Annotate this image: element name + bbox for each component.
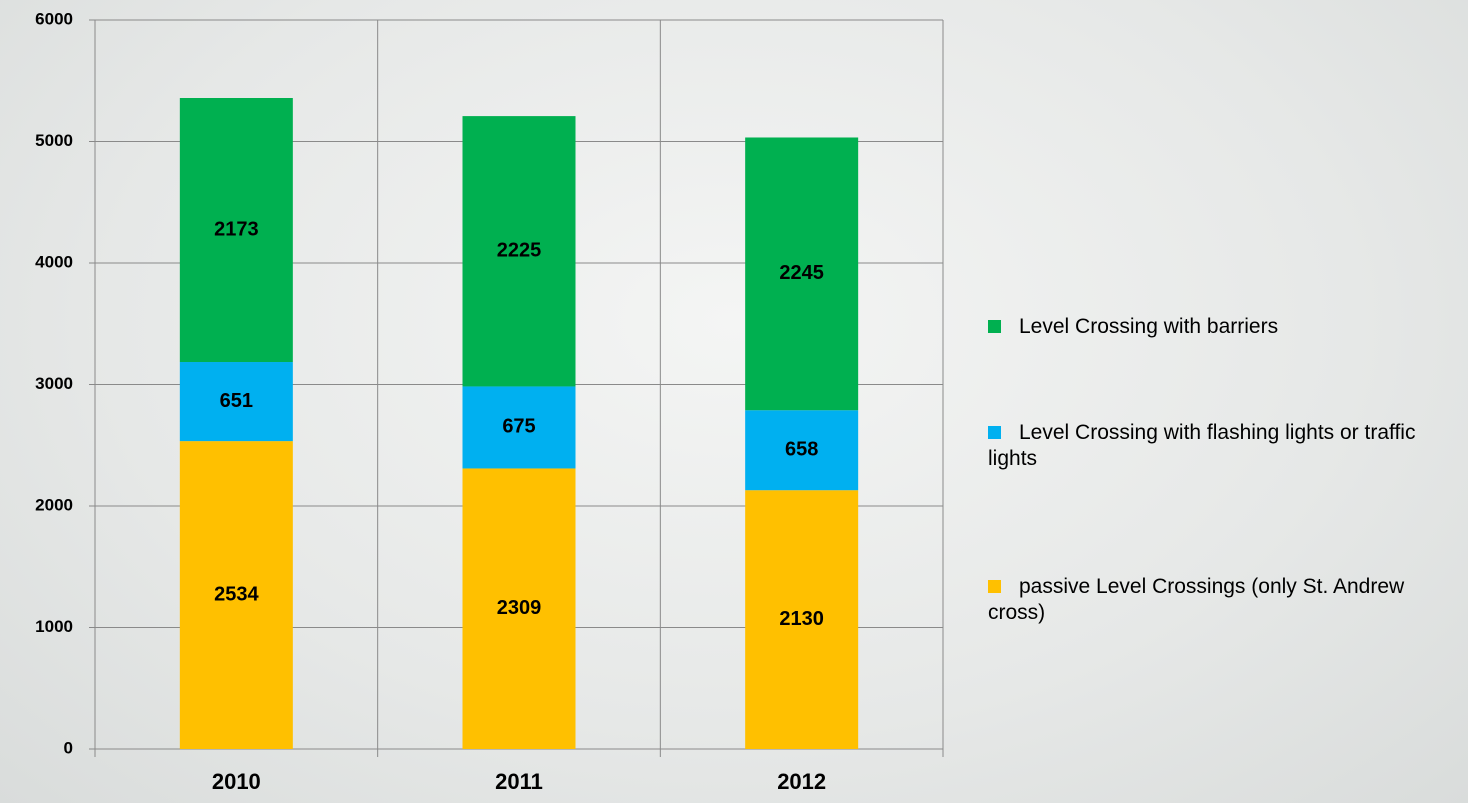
y-tick-label: 3000 bbox=[35, 374, 73, 393]
legend-label: passive Level Crossings (only St. Andrew… bbox=[988, 575, 1404, 624]
data-label: 2130 bbox=[779, 608, 824, 630]
data-label: 2225 bbox=[497, 240, 542, 262]
data-label: 2173 bbox=[214, 218, 259, 240]
y-tick-label: 5000 bbox=[35, 131, 73, 150]
chart: 0 1000 2000 3000 4000 5000 6000 2010 2534 651 2173… bbox=[0, 0, 1468, 803]
x-tick-label: 2010 bbox=[212, 769, 261, 794]
data-label: 2534 bbox=[214, 583, 259, 605]
legend-entry: Level Crossing with barriers bbox=[988, 314, 1466, 340]
y-tick-label: 6000 bbox=[35, 9, 73, 28]
legend-marker bbox=[988, 426, 1001, 439]
y-tick-label: 4000 bbox=[35, 252, 73, 271]
chart-page: 0 1000 2000 3000 4000 5000 6000 2010 2534 651 2173… bbox=[0, 0, 1468, 803]
data-label: 2309 bbox=[497, 597, 542, 619]
x-tick-label: 2012 bbox=[777, 769, 826, 794]
data-label: 658 bbox=[785, 439, 818, 461]
y-tick-label: 2000 bbox=[35, 495, 73, 514]
legend-entry: Level Crossing with flashing lights or t… bbox=[988, 420, 1466, 472]
legend-label: Level Crossing with barriers bbox=[1019, 315, 1278, 338]
x-tick-label: 2011 bbox=[495, 769, 543, 794]
legend-marker bbox=[988, 320, 1001, 333]
data-label: 675 bbox=[502, 416, 535, 438]
legend-marker bbox=[988, 580, 1001, 593]
y-tick-label: 0 bbox=[64, 738, 73, 757]
data-label: 2245 bbox=[779, 262, 824, 284]
y-tick-label: 1000 bbox=[35, 617, 73, 636]
legend-label: Level Crossing with flashing lights or t… bbox=[988, 421, 1415, 470]
legend-entry: passive Level Crossings (only St. Andrew… bbox=[988, 574, 1466, 626]
data-label: 651 bbox=[220, 390, 253, 412]
